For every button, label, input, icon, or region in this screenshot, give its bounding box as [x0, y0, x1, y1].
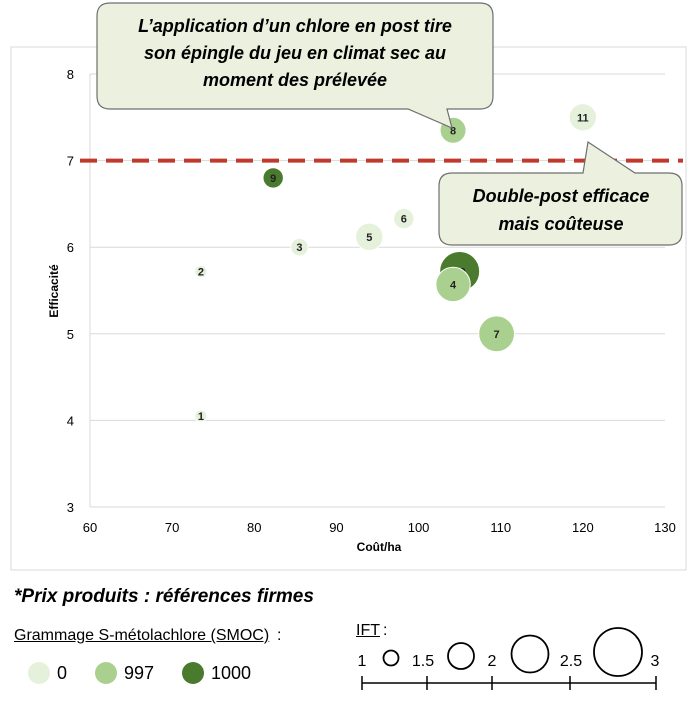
- price-note: *Prix produits : références firmes: [14, 586, 314, 607]
- callout-top: L’application d’un chlore en post tire s…: [96, 2, 494, 130]
- y-tick-label: 6: [67, 240, 74, 255]
- callout-right: Double-post efficace mais coûteuse: [438, 140, 683, 246]
- y-tick-label: 8: [67, 67, 74, 82]
- x-tick-label: 70: [165, 520, 179, 535]
- smoc-legend-title: Grammage S-métolachlore (SMOC): [14, 627, 270, 644]
- bubble-label: 3: [296, 242, 302, 254]
- smoc-legend: 0 997 1000: [28, 662, 251, 684]
- bubble-label: 8: [450, 125, 456, 137]
- callout-top-shape: [96, 2, 494, 130]
- ift-scale-label: 2: [488, 653, 497, 670]
- smoc-legend-label: 997: [124, 663, 154, 683]
- ift-scale-label: 2.5: [560, 653, 582, 670]
- bubble-label: 2: [198, 266, 204, 278]
- bubble-circle: [194, 409, 208, 423]
- ift-scale-label: 1.5: [412, 653, 434, 670]
- x-tick-label: 110: [490, 520, 511, 535]
- bubble-circle: [355, 222, 384, 252]
- bubble-circle: [290, 237, 309, 257]
- callout-right-shape: [438, 140, 683, 246]
- bubble-series: 1074511869312: [194, 103, 598, 423]
- bubble-point: 9: [262, 167, 284, 189]
- bubble-circle: [194, 264, 208, 278]
- x-tick-labels: 60 70 80 90 100 110 120 130: [83, 520, 676, 535]
- chart-area-border: [10, 46, 687, 571]
- x-tick-label: 60: [83, 520, 97, 535]
- bubble-label: 4: [450, 279, 457, 291]
- callout-top-line-1: L’application d’un chlore en post tire: [138, 16, 452, 36]
- bubble-point: 7: [478, 315, 516, 353]
- bubble-circle: [568, 103, 598, 132]
- bubble-label: 11: [577, 112, 589, 124]
- smoc-legend-label: 1000: [211, 663, 251, 683]
- ift-scale-label: 1: [358, 653, 367, 670]
- y-tick-label: 3: [67, 500, 74, 515]
- bubble-point: 1: [194, 409, 208, 423]
- smoc-legend-swatch: [95, 662, 117, 684]
- callout-top-line-3: moment des prélevée: [203, 70, 387, 90]
- bubble-circle: [478, 315, 516, 353]
- ift-legend-colon: :: [383, 622, 388, 639]
- x-tick-label: 130: [654, 520, 676, 535]
- bubble-label: 5: [366, 232, 372, 244]
- bubble-point: 2: [194, 264, 208, 278]
- bubble-circle: [262, 167, 284, 189]
- callout-right-line-2: mais coûteuse: [498, 214, 623, 234]
- y-axis-title: Efficacité: [47, 264, 61, 318]
- ift-size-circle: [382, 649, 400, 667]
- smoc-legend-colon: :: [277, 627, 282, 644]
- bubble-circle: [393, 207, 415, 230]
- bubble-circle: [435, 266, 471, 303]
- x-axis-title: Coût/ha: [357, 540, 402, 554]
- x-tick-label: 100: [408, 520, 430, 535]
- ift-legend: 1 1.5 2 2.5 3: [358, 627, 660, 690]
- x-tick-label: 80: [247, 520, 261, 535]
- callout-top-line-2: son épingle du jeu en climat sec au: [144, 43, 446, 63]
- ift-size-circle: [593, 627, 643, 677]
- bubble-label: 9: [270, 173, 276, 185]
- y-tick-labels: 3 4 5 6 7 8: [67, 67, 74, 515]
- ift-legend-title: IFT: [356, 622, 380, 639]
- smoc-legend-swatch: [182, 662, 204, 684]
- ift-scale-label: 3: [651, 653, 660, 670]
- smoc-legend-label: 0: [57, 663, 67, 683]
- bubble-point: 4: [435, 266, 471, 303]
- ift-size-circle: [510, 634, 550, 674]
- x-tick-label: 120: [572, 520, 594, 535]
- bubble-point: 11: [568, 103, 598, 132]
- bubble-point: 6: [393, 207, 415, 230]
- bubble-label: 6: [401, 214, 407, 226]
- bubble-point: 5: [355, 222, 384, 252]
- bubble-point: 3: [290, 237, 309, 257]
- ift-size-circle: [447, 642, 475, 670]
- y-tick-label: 4: [67, 413, 74, 428]
- bubble-label: 1: [198, 411, 204, 423]
- callout-right-line-1: Double-post efficace: [473, 186, 650, 206]
- bubble-label: 7: [494, 329, 500, 341]
- smoc-legend-swatch: [28, 662, 50, 684]
- y-tick-label: 7: [67, 154, 74, 169]
- y-tick-label: 5: [67, 327, 74, 342]
- x-tick-label: 90: [329, 520, 343, 535]
